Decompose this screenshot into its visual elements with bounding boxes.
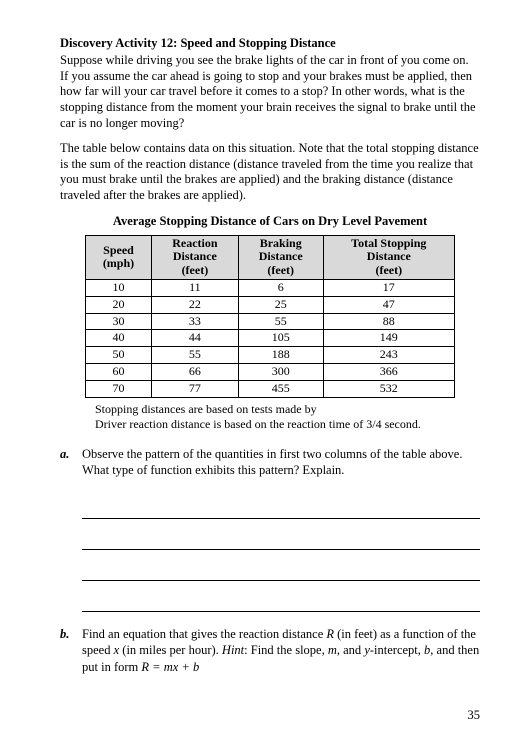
- intro-paragraph-2: The table below contains data on this si…: [60, 141, 480, 204]
- table-footnote-2: Driver reaction distance is based on the…: [95, 417, 480, 432]
- table-row: 7077455532: [86, 380, 455, 397]
- col-braking: Braking Distance (feet): [238, 235, 323, 279]
- table-title: Average Stopping Distance of Cars on Dry…: [60, 214, 480, 229]
- table-row: 4044105149: [86, 330, 455, 347]
- table-row: 20222547: [86, 296, 455, 313]
- table-row: 6066300366: [86, 364, 455, 381]
- question-b-marker: b.: [60, 626, 82, 675]
- table-body: 1011617 20222547 30335588 4044105149 505…: [86, 280, 455, 398]
- answer-line: [82, 560, 480, 581]
- answer-line: [82, 529, 480, 550]
- table-row: 1011617: [86, 280, 455, 297]
- answer-line: [82, 498, 480, 519]
- question-a-text: Observe the pattern of the quantities in…: [82, 446, 480, 479]
- activity-heading: Discovery Activity 12: Speed and Stoppin…: [60, 36, 480, 51]
- col-total: Total Stopping Distance (feet): [323, 235, 454, 279]
- question-a: a. Observe the pattern of the quantities…: [60, 446, 480, 479]
- col-reaction: Reaction Distance (feet): [151, 235, 238, 279]
- answer-line: [82, 591, 480, 612]
- col-speed: Speed (mph): [86, 235, 152, 279]
- answer-lines-a: [82, 498, 480, 612]
- intro-paragraph-1: Suppose while driving you see the brake …: [60, 53, 480, 131]
- table-footnote-1: Stopping distances are based on tests ma…: [95, 402, 480, 417]
- table-row: 5055188243: [86, 347, 455, 364]
- table-row: 30335588: [86, 313, 455, 330]
- activity-title: Speed and Stopping Distance: [180, 36, 335, 50]
- document-page: Discovery Activity 12: Speed and Stoppin…: [0, 0, 530, 749]
- stopping-distance-table: Speed (mph) Reaction Distance (feet) Bra…: [85, 235, 455, 398]
- question-a-marker: a.: [60, 446, 82, 479]
- question-b: b. Find an equation that gives the react…: [60, 626, 480, 675]
- table-header-row: Speed (mph) Reaction Distance (feet) Bra…: [86, 235, 455, 279]
- activity-label: Discovery Activity 12:: [60, 36, 177, 50]
- question-b-text: Find an equation that gives the reaction…: [82, 626, 480, 675]
- page-number: 35: [468, 708, 481, 723]
